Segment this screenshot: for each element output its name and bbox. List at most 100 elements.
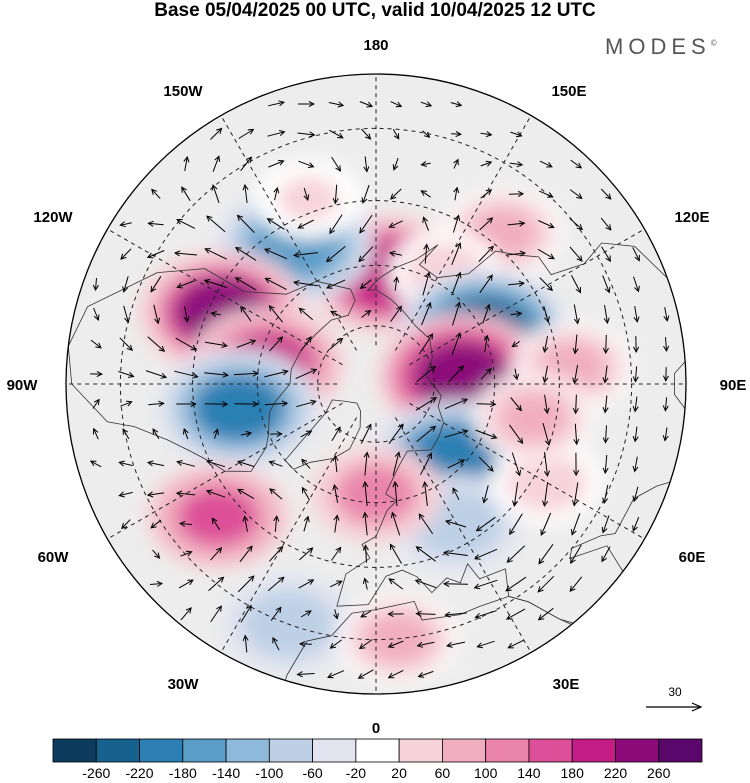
wind-arrow [600,217,612,231]
wind-arrow [300,430,313,438]
wind-arrow [600,188,612,200]
map-disc [66,74,686,694]
wind-arrow [240,604,252,623]
wind-arrow [92,277,99,292]
wind-arrow [539,277,553,292]
meridian-line [409,402,645,540]
wind-arrow [293,251,318,258]
wind-arrow [537,220,555,229]
wind-arrow [362,480,369,507]
wind-arrow [508,280,525,287]
wind-arrow [118,491,133,498]
coastline [67,268,356,472]
wind-arrow [203,279,228,289]
wind-arrow [632,366,639,383]
wind-arrow [390,101,403,108]
wind-arrow [119,337,133,351]
wind-arrow [153,304,161,325]
wind-arrow [122,428,130,440]
meridian-line [409,228,645,366]
wind-arrow [542,482,549,507]
anomaly-field [137,158,633,684]
wind-arrow [273,186,280,201]
wind-arrow [572,334,579,355]
wind-arrow [268,159,285,168]
wind-arrow [442,580,469,587]
wind-arrow [242,634,249,653]
wind-arrow [175,337,198,351]
wind-arrow [423,243,430,264]
wind-arrow [451,130,462,138]
wind-arrow [662,427,669,442]
wind-arrow [237,488,255,500]
wind-arrow [362,544,369,563]
wind-arrow [479,217,494,231]
wind-arrow [90,370,103,378]
colorbar-swatch [139,738,184,763]
wind-arrow [92,398,100,409]
colorbar-swatch [528,738,573,763]
wind-arrow [418,333,434,355]
wind-arrow [264,400,289,407]
wind-arrow [238,128,255,139]
lon-label-60w: 60W [38,549,70,566]
wind-arrow [569,246,583,262]
wind-arrow [537,248,555,260]
lon-label-90e: 90E [720,377,747,394]
wind-arrow [602,275,611,294]
wind-arrow [236,339,257,348]
wind-arrow [327,670,345,679]
wind-arrow [121,519,131,530]
wind-arrow [361,309,372,318]
colorbar-tick-label: 140 [517,765,541,781]
modes-logo: MODES© [605,34,717,60]
wind-arrow [632,396,639,413]
wind-arrow [298,307,314,321]
wind-arrow [569,189,583,200]
wind-arrow [542,336,549,353]
wind-arrow [118,460,133,467]
wind-arrow [206,459,226,468]
wind-arrow [537,575,555,593]
colorbar-tick-label: 180 [561,765,585,781]
wind-arrow [448,365,465,383]
wind-arrow [475,429,498,440]
wind-arrow [602,454,609,475]
wind-arrow [632,456,639,473]
wind-arrow [511,340,520,348]
wind-arrow [328,129,344,139]
wind-arrow [573,423,580,446]
colorbar-tick-label: 100 [474,765,498,781]
wind-arrow [269,545,284,562]
wind-arrow [509,513,523,536]
wind-arrow [414,579,437,589]
wind-arrow [632,426,639,443]
wind-arrow [240,156,253,172]
lon-label-30w: 30W [168,676,200,693]
wind-arrow [270,606,282,621]
wind-arrow [415,546,436,562]
wind-arrow [483,334,490,353]
wind-arrow [507,639,524,649]
reference-vector: 30 [646,685,703,712]
wind-arrow [299,640,312,648]
wind-arrow [539,160,553,168]
wind-arrow [332,484,339,503]
wind-arrow [204,371,229,378]
colorbar-swatch [485,738,530,763]
wind-arrow [204,248,228,260]
wind-arrow [204,401,229,408]
wind-arrow [451,242,462,265]
disc-border [65,73,687,695]
wind-arrow [145,370,168,379]
wind-arrow [239,545,253,563]
colorbar-swatch [615,738,660,763]
wind-arrow [573,304,580,325]
wind-arrow [478,456,494,472]
wind-arrow [152,549,161,559]
coastline [284,399,361,470]
wind-arrow [176,280,195,289]
wind-arrow [447,459,466,469]
wind-arrow [181,186,191,202]
